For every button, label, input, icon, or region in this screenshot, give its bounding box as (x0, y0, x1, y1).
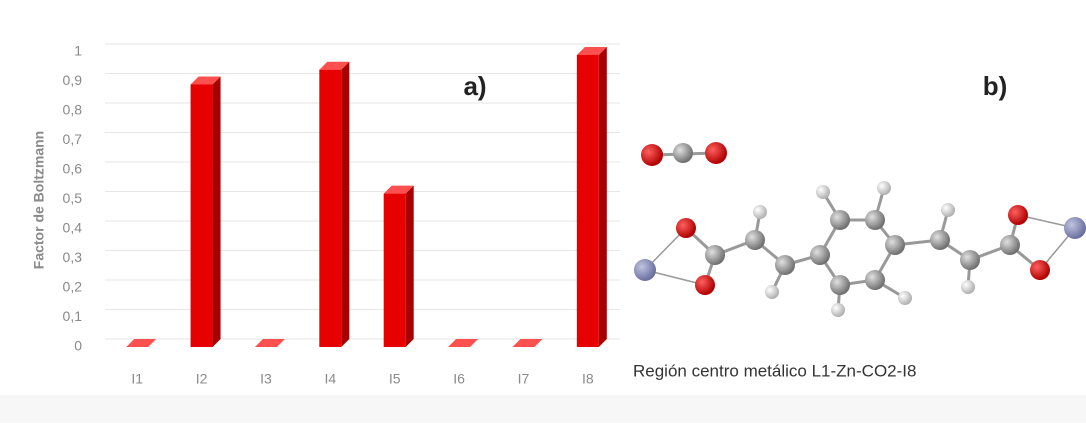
bars (126, 47, 607, 347)
bar-top (512, 339, 542, 347)
x-tick-label: I8 (582, 371, 594, 387)
page: {"chart_data": {"type": "bar", "y_label"… (0, 0, 1086, 428)
bar-top (126, 339, 156, 347)
bar (577, 47, 607, 347)
bar (512, 339, 542, 347)
caption: Región centro metálico L1-Zn-CO2-I8 (633, 361, 916, 380)
panel-label: b) (983, 71, 1008, 101)
bar-top (255, 339, 285, 347)
bar-front (577, 55, 599, 347)
bar (384, 186, 414, 347)
y-tick-label: 0,2 (63, 279, 83, 295)
footer-band (0, 395, 1086, 423)
bar-front (191, 84, 213, 347)
bar-side (599, 47, 607, 347)
y-tick-label: 0,9 (63, 72, 83, 88)
bar-side (406, 186, 414, 347)
bar (191, 76, 221, 347)
bar-side (213, 76, 221, 347)
molecule (634, 142, 1086, 317)
panel-label: a) (463, 71, 486, 101)
bar (448, 339, 478, 347)
bar (255, 339, 285, 347)
y-tick-label: 0,6 (63, 161, 83, 177)
x-tick-label: I2 (196, 371, 208, 387)
y-tick-label: 0,7 (63, 131, 83, 147)
x-tick-label: I3 (260, 371, 272, 387)
y-tick-label: 1 (74, 43, 82, 59)
y-tick-label: 0,3 (63, 249, 83, 265)
bar (126, 339, 156, 347)
chart: Factor de Boltzmann a) b) Región centro … (0, 0, 1086, 423)
bar-side (341, 62, 349, 347)
x-tick-label: I1 (131, 371, 143, 387)
bar-front (384, 194, 406, 347)
y-tick-label: 0,4 (63, 220, 83, 236)
bar (319, 62, 349, 347)
bar-top (448, 339, 478, 347)
x-tick-label: I7 (518, 371, 530, 387)
x-tick-label: I5 (389, 371, 401, 387)
y-tick-label: 0,5 (63, 190, 83, 206)
x-tick-label: I4 (324, 371, 336, 387)
bar-front (319, 70, 341, 347)
y-axis-label: Factor de Boltzmann (31, 131, 47, 269)
y-tick-label: 0,8 (63, 102, 83, 118)
y-tick-label: 0 (74, 338, 82, 354)
x-tick-label: I6 (453, 371, 465, 387)
y-tick-label: 0,1 (63, 308, 83, 324)
